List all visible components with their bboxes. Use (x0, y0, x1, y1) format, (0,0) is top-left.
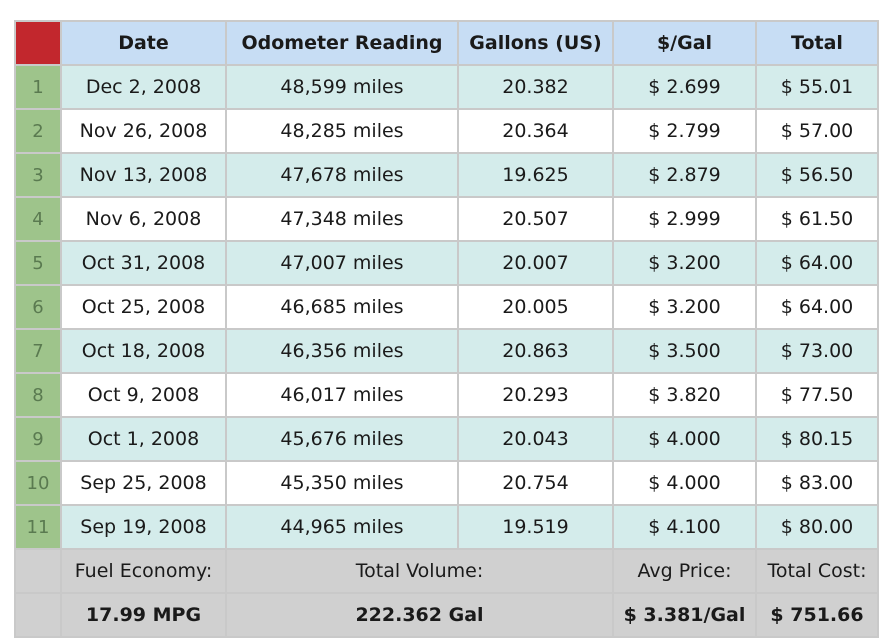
fuel-log-table: Date Odometer Reading Gallons (US) $/Gal… (14, 20, 879, 638)
cell-gallons[interactable]: 20.382 (457, 64, 614, 110)
cell-price-per-gallon[interactable]: $ 2.879 (612, 152, 757, 198)
column-header-odometer[interactable]: Odometer Reading (225, 20, 459, 66)
row-number-header[interactable]: 6 (14, 284, 62, 330)
cell-gallons[interactable]: 20.507 (457, 196, 614, 242)
cell-odometer[interactable]: 46,356 miles (225, 328, 459, 374)
header-row: Date Odometer Reading Gallons (US) $/Gal… (14, 20, 879, 66)
summary-label-rownum (14, 548, 62, 594)
table-row: 3 Nov 13, 2008 47,678 miles 19.625 $ 2.879 $ … (14, 152, 879, 198)
cell-price-per-gallon[interactable]: $ 2.999 (612, 196, 757, 242)
cell-gallons[interactable]: 19.519 (457, 504, 614, 550)
column-header-price-per-gallon[interactable]: $/Gal (612, 20, 757, 66)
row-number-header[interactable]: 3 (14, 152, 62, 198)
table-row: 8 Oct 9, 2008 46,017 miles 20.293 $ 3.820 $ 7… (14, 372, 879, 418)
cell-date[interactable]: Oct 1, 2008 (60, 416, 227, 462)
column-header-gallons[interactable]: Gallons (US) (457, 20, 614, 66)
cell-total[interactable]: $ 64.00 (755, 284, 879, 330)
cell-gallons[interactable]: 20.293 (457, 372, 614, 418)
cell-date[interactable]: Dec 2, 2008 (60, 64, 227, 110)
cell-price-per-gallon[interactable]: $ 4.100 (612, 504, 757, 550)
cell-total[interactable]: $ 57.00 (755, 108, 879, 154)
cell-gallons[interactable]: 20.754 (457, 460, 614, 506)
cell-odometer[interactable]: 47,348 miles (225, 196, 459, 242)
cell-price-per-gallon[interactable]: $ 3.820 (612, 372, 757, 418)
cell-odometer[interactable]: 44,965 miles (225, 504, 459, 550)
cell-date[interactable]: Nov 13, 2008 (60, 152, 227, 198)
cell-odometer[interactable]: 46,017 miles (225, 372, 459, 418)
row-number-header[interactable]: 2 (14, 108, 62, 154)
cell-date[interactable]: Oct 25, 2008 (60, 284, 227, 330)
cell-date[interactable]: Oct 18, 2008 (60, 328, 227, 374)
summary-value-rownum (14, 592, 62, 638)
cell-gallons[interactable]: 20.007 (457, 240, 614, 286)
summary-label-row: Fuel Economy: Total Volume: Avg Price: T… (14, 548, 879, 594)
cell-price-per-gallon[interactable]: $ 2.799 (612, 108, 757, 154)
cell-odometer[interactable]: 45,350 miles (225, 460, 459, 506)
avg-price-value: $ 3.381/Gal (612, 592, 757, 638)
cell-price-per-gallon[interactable]: $ 4.000 (612, 460, 757, 506)
cell-gallons[interactable]: 20.005 (457, 284, 614, 330)
table-row: 6 Oct 25, 2008 46,685 miles 20.005 $ 3.200 $ … (14, 284, 879, 330)
column-header-total[interactable]: Total (755, 20, 879, 66)
row-number-header[interactable]: 7 (14, 328, 62, 374)
row-number-header[interactable]: 8 (14, 372, 62, 418)
cell-total[interactable]: $ 73.00 (755, 328, 879, 374)
table-row: 2 Nov 26, 2008 48,285 miles 20.364 $ 2.799 $ … (14, 108, 879, 154)
total-volume-label: Total Volume: (225, 548, 614, 594)
cell-gallons[interactable]: 19.625 (457, 152, 614, 198)
cell-total[interactable]: $ 80.00 (755, 504, 879, 550)
cell-date[interactable]: Nov 6, 2008 (60, 196, 227, 242)
row-number-header[interactable]: 5 (14, 240, 62, 286)
cell-odometer[interactable]: 48,599 miles (225, 64, 459, 110)
cell-odometer[interactable]: 45,676 miles (225, 416, 459, 462)
fuel-economy-value: 17.99 MPG (60, 592, 227, 638)
avg-price-label: Avg Price: (612, 548, 757, 594)
total-cost-value: $ 751.66 (755, 592, 879, 638)
cell-total[interactable]: $ 55.01 (755, 64, 879, 110)
row-number-header[interactable]: 1 (14, 64, 62, 110)
table-row: 9 Oct 1, 2008 45,676 miles 20.043 $ 4.000 $ 8… (14, 416, 879, 462)
total-cost-label: Total Cost: (755, 548, 879, 594)
cell-gallons[interactable]: 20.364 (457, 108, 614, 154)
cell-total[interactable]: $ 56.50 (755, 152, 879, 198)
cell-price-per-gallon[interactable]: $ 3.200 (612, 284, 757, 330)
select-all-corner[interactable] (14, 20, 62, 66)
table-row: 10 Sep 25, 2008 45,350 miles 20.754 $ 4.000 $… (14, 460, 879, 506)
cell-odometer[interactable]: 46,685 miles (225, 284, 459, 330)
cell-total[interactable]: $ 61.50 (755, 196, 879, 242)
table-row: 11 Sep 19, 2008 44,965 miles 19.519 $ 4.100 $… (14, 504, 879, 550)
table-row: 1 Dec 2, 2008 48,599 miles 20.382 $ 2.699 $ 5… (14, 64, 879, 110)
cell-total[interactable]: $ 77.50 (755, 372, 879, 418)
cell-date[interactable]: Oct 31, 2008 (60, 240, 227, 286)
cell-total[interactable]: $ 83.00 (755, 460, 879, 506)
cell-date[interactable]: Sep 25, 2008 (60, 460, 227, 506)
cell-odometer[interactable]: 47,678 miles (225, 152, 459, 198)
cell-price-per-gallon[interactable]: $ 3.200 (612, 240, 757, 286)
cell-date[interactable]: Oct 9, 2008 (60, 372, 227, 418)
summary-value-row: 17.99 MPG 222.362 Gal $ 3.381/Gal $ 751.… (14, 592, 879, 638)
cell-date[interactable]: Nov 26, 2008 (60, 108, 227, 154)
table-row: 4 Nov 6, 2008 47,348 miles 20.507 $ 2.999 $ 6… (14, 196, 879, 242)
column-header-date[interactable]: Date (60, 20, 227, 66)
cell-total[interactable]: $ 80.15 (755, 416, 879, 462)
table-row: 7 Oct 18, 2008 46,356 miles 20.863 $ 3.500 $ … (14, 328, 879, 374)
total-volume-value: 222.362 Gal (225, 592, 614, 638)
row-number-header[interactable]: 10 (14, 460, 62, 506)
cell-odometer[interactable]: 48,285 miles (225, 108, 459, 154)
cell-price-per-gallon[interactable]: $ 2.699 (612, 64, 757, 110)
cell-date[interactable]: Sep 19, 2008 (60, 504, 227, 550)
cell-price-per-gallon[interactable]: $ 3.500 (612, 328, 757, 374)
cell-odometer[interactable]: 47,007 miles (225, 240, 459, 286)
cell-price-per-gallon[interactable]: $ 4.000 (612, 416, 757, 462)
table-row: 5 Oct 31, 2008 47,007 miles 20.007 $ 3.200 $ … (14, 240, 879, 286)
cell-gallons[interactable]: 20.863 (457, 328, 614, 374)
row-number-header[interactable]: 4 (14, 196, 62, 242)
cell-gallons[interactable]: 20.043 (457, 416, 614, 462)
row-number-header[interactable]: 11 (14, 504, 62, 550)
row-number-header[interactable]: 9 (14, 416, 62, 462)
fuel-economy-label: Fuel Economy: (60, 548, 227, 594)
cell-total[interactable]: $ 64.00 (755, 240, 879, 286)
